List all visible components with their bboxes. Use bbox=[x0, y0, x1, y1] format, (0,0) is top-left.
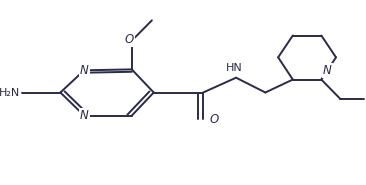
Text: N: N bbox=[80, 109, 89, 122]
Text: O: O bbox=[210, 113, 219, 126]
Text: HN: HN bbox=[226, 63, 243, 73]
Text: O: O bbox=[124, 33, 134, 46]
Text: N: N bbox=[323, 64, 332, 77]
Text: N: N bbox=[80, 64, 89, 77]
Text: H₂N: H₂N bbox=[0, 88, 20, 97]
